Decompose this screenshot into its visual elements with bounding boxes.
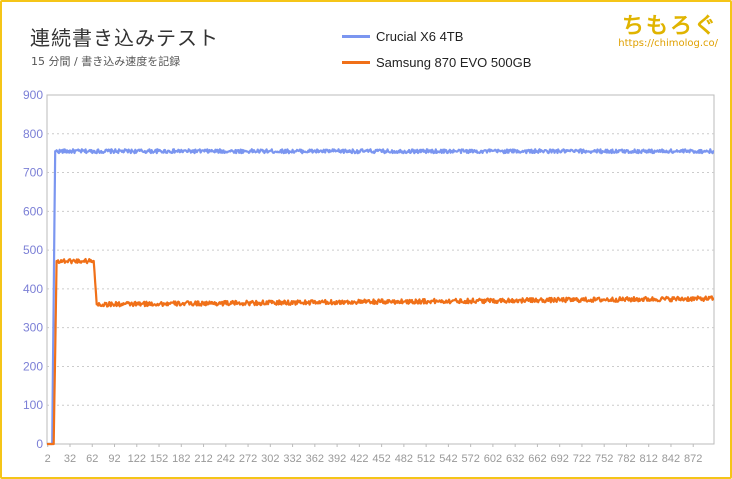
y-tick-label: 600	[23, 204, 43, 218]
x-tick-label: 392	[328, 453, 346, 465]
x-tick-label: 542	[439, 453, 457, 465]
x-tick-label: 782	[617, 453, 635, 465]
plot-area	[46, 94, 715, 445]
x-tick-label: 812	[640, 453, 658, 465]
y-tick-label: 700	[23, 166, 43, 180]
x-tick-label: 872	[684, 453, 702, 465]
brand-name: ちもろぐ	[621, 14, 718, 39]
legend-label-samsung: Samsung 870 EVO 500GB	[376, 54, 532, 70]
x-tick-label: 122	[128, 453, 146, 465]
x-tick-label: 242	[217, 453, 235, 465]
x-tick-label: 212	[194, 453, 212, 465]
x-tick-label: 662	[528, 453, 546, 465]
series-line-0	[46, 148, 715, 446]
y-tick-label: 400	[23, 282, 43, 296]
x-tick-label: 842	[662, 453, 680, 465]
x-tick-label: 422	[350, 453, 368, 465]
x-tick-label: 332	[283, 453, 301, 465]
brand-logo: ちもろぐ https://chimolog.co/	[618, 8, 718, 49]
y-tick-label: 100	[23, 398, 43, 412]
x-tick-label: 602	[484, 453, 502, 465]
x-tick-label: 182	[172, 453, 190, 465]
chart-legend: Crucial X6 4TB Samsung 870 EVO 500GB	[342, 28, 531, 80]
x-tick-label: 572	[461, 453, 479, 465]
chart-subtitle: 15 分間 / 書き込み速度を記録	[31, 55, 181, 68]
x-tick-label: 272	[239, 453, 257, 465]
x-tick-label: 692	[550, 453, 568, 465]
y-tick-label: 500	[23, 243, 43, 257]
x-tick-label: 452	[372, 453, 390, 465]
x-tick-label: 512	[417, 453, 435, 465]
x-tick-label: 722	[573, 453, 591, 465]
x-tick-label: 92	[108, 453, 120, 465]
legend-swatch-crucial	[342, 34, 370, 38]
x-tick-label: 302	[261, 453, 279, 465]
legend-label-crucial: Crucial X6 4TB	[376, 28, 464, 44]
x-tick-label: 62	[86, 453, 98, 465]
y-tick-label: 900	[23, 88, 43, 102]
x-tick-label: 152	[150, 453, 168, 465]
y-tick-label: 200	[23, 359, 43, 373]
x-tick-label: 32	[64, 453, 76, 465]
legend-swatch-samsung	[342, 60, 370, 64]
y-tick-label: 300	[23, 321, 43, 335]
legend-item-crucial: Crucial X6 4TB	[342, 28, 531, 44]
y-tick-label: 0	[36, 437, 43, 451]
x-tick-label: 2	[45, 453, 51, 465]
x-tick-label: 632	[506, 453, 524, 465]
x-tick-label: 482	[395, 453, 413, 465]
chart-title: 連続書き込みテスト	[30, 26, 219, 50]
series-line-1	[46, 258, 715, 446]
x-tick-label: 362	[306, 453, 324, 465]
y-tick-label: 800	[23, 127, 43, 141]
brand-url: https://chimolog.co/	[618, 38, 718, 49]
legend-item-samsung: Samsung 870 EVO 500GB	[342, 54, 531, 70]
x-tick-label: 752	[595, 453, 613, 465]
